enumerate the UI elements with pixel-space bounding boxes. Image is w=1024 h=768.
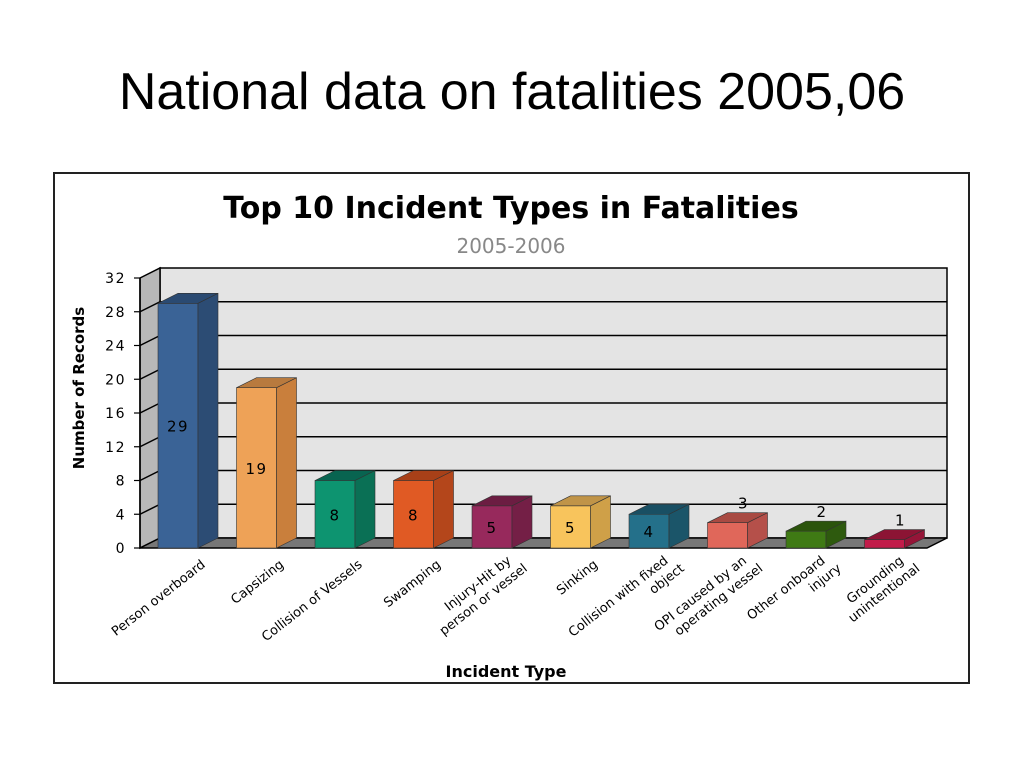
x-axis-label: Incident Type xyxy=(446,662,567,681)
x-tick-label: Sinking xyxy=(554,557,601,598)
bar-top xyxy=(393,470,454,481)
data-label: 5 xyxy=(486,519,497,537)
bar-top xyxy=(628,503,690,515)
y-gridline-side xyxy=(139,402,161,414)
bar xyxy=(236,387,277,549)
bar-top xyxy=(707,512,768,523)
y-gridline-side xyxy=(139,368,161,380)
bar xyxy=(785,530,827,549)
y-tick-label: 12 xyxy=(105,440,126,456)
y-tick-label: 0 xyxy=(116,541,126,557)
bar-side xyxy=(433,470,454,549)
x-tick-label: Groundingunintentional xyxy=(836,549,923,626)
data-label: 1 xyxy=(895,512,906,530)
bar-top xyxy=(314,470,376,481)
data-label: 3 xyxy=(738,495,749,513)
y-tick-label: 28 xyxy=(105,305,126,321)
bar-group: 19 Capsizing xyxy=(228,377,297,608)
x-tick-label: Person overboard xyxy=(109,557,208,639)
x-tick-label-line: Swamping xyxy=(381,557,444,611)
bar xyxy=(314,480,356,549)
x-tick-label: Other onboardinjury xyxy=(744,548,844,636)
bar xyxy=(550,505,591,549)
data-label: 8 xyxy=(408,506,419,524)
x-tick-label: Capsizing xyxy=(228,557,287,607)
y-gridline-side xyxy=(139,301,161,313)
bar-top xyxy=(236,377,297,388)
x-tick-label-line: Sinking xyxy=(554,557,601,598)
bar-top xyxy=(864,529,925,540)
y-gridline-side xyxy=(139,503,161,515)
y-gridline-side xyxy=(139,469,161,482)
bar-side xyxy=(276,377,297,549)
y-axis-label: Number of Records xyxy=(70,307,88,470)
bar-side xyxy=(354,470,376,549)
data-label: 29 xyxy=(167,418,189,436)
data-label: 5 xyxy=(565,519,576,537)
y-gridline-side xyxy=(139,436,161,448)
x-tick-label-line: Capsizing xyxy=(228,557,287,607)
chart-subtitle: 2005-2006 xyxy=(456,234,565,258)
y-tick-label: 24 xyxy=(105,339,126,355)
x-tick-label-line: Person overboard xyxy=(109,557,208,639)
y-tick-label: 20 xyxy=(105,372,126,388)
y-tick-label: 32 xyxy=(105,271,126,287)
y-tick-label: 4 xyxy=(116,507,126,523)
data-label: 4 xyxy=(643,523,654,541)
bar-top xyxy=(471,495,533,507)
bar xyxy=(864,539,905,549)
y-gridline-side xyxy=(139,334,161,347)
chart-title: Top 10 Incident Types in Fatalities xyxy=(223,191,798,226)
y-tick-label: 8 xyxy=(116,474,126,490)
data-label: 19 xyxy=(245,460,267,478)
data-label: 2 xyxy=(816,503,827,521)
slide-title: National data on fatalities 2005,06 xyxy=(118,63,906,121)
bar-top xyxy=(550,495,611,507)
bar xyxy=(393,480,434,549)
x-tick-label: Injury-Hit byperson or vessel xyxy=(427,549,530,639)
bar-top xyxy=(157,293,219,304)
y-tick-label: 16 xyxy=(105,406,126,422)
bar-side xyxy=(197,292,219,549)
bar-top xyxy=(785,520,847,532)
x-tick-label: Swamping xyxy=(381,557,444,611)
bar xyxy=(628,513,670,549)
bar xyxy=(707,522,748,549)
data-label: 8 xyxy=(329,506,340,524)
